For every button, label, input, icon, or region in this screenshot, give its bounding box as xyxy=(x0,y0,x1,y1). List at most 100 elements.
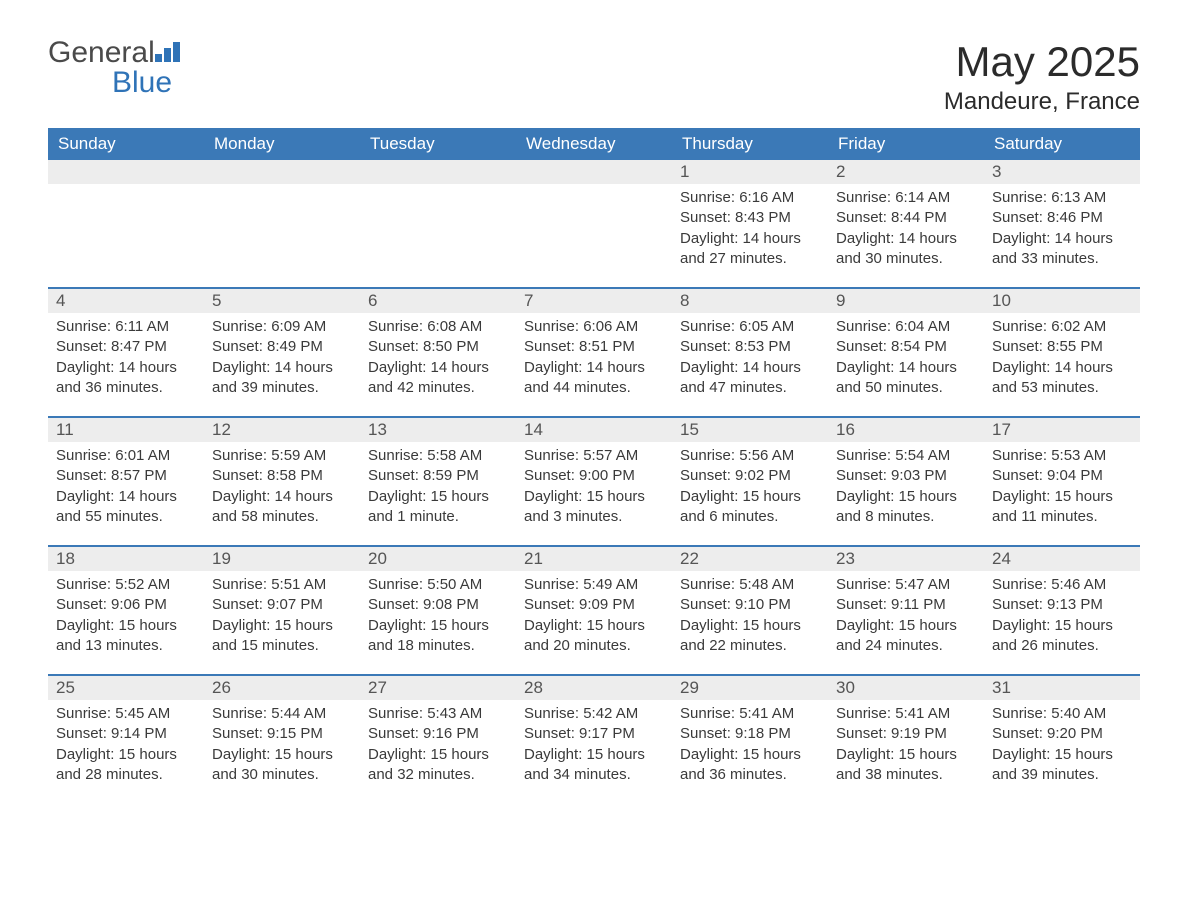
calendar-day: 9Sunrise: 6:04 AMSunset: 8:54 PMDaylight… xyxy=(828,288,984,417)
sunrise-line: Sunrise: 5:58 AM xyxy=(368,446,508,466)
sunset-line: Sunset: 9:15 PM xyxy=(212,724,352,744)
sunrise-line: Sunrise: 5:40 AM xyxy=(992,704,1132,724)
calendar-row: 1Sunrise: 6:16 AMSunset: 8:43 PMDaylight… xyxy=(48,160,1140,288)
brand-bars-icon xyxy=(155,36,189,69)
calendar-row: 4Sunrise: 6:11 AMSunset: 8:47 PMDaylight… xyxy=(48,288,1140,417)
weekday-header: Friday xyxy=(828,128,984,160)
daylight-line: Daylight: 15 hours and 32 minutes. xyxy=(368,745,508,786)
calendar-day: 31 Sunrise: 5:40 AMSunset: 9:20 PMDayligh… xyxy=(984,675,1140,803)
day-number: 19 xyxy=(204,547,360,571)
day-number xyxy=(516,160,672,184)
day-details: Sunrise: 5:58 AMSunset: 8:59 PMDaylight:… xyxy=(360,442,516,545)
day-number: 10 xyxy=(984,289,1140,313)
calendar-day: 8Sunrise: 6:05 AMSunset: 8:53 PMDaylight… xyxy=(672,288,828,417)
brand-part1: General xyxy=(48,36,155,69)
daylight-line: Daylight: 15 hours and 38 minutes. xyxy=(836,745,976,786)
calendar-day: 1Sunrise: 6:16 AMSunset: 8:43 PMDaylight… xyxy=(672,160,828,288)
title-block: May 2025 Mandeure, France xyxy=(944,38,1140,116)
day-details: Sunrise: 5:52 AMSunset: 9:06 PMDaylight:… xyxy=(48,571,204,674)
day-number: 21 xyxy=(516,547,672,571)
sunrise-line: Sunrise: 5:42 AM xyxy=(524,704,664,724)
sunrise-line: Sunrise: 5:43 AM xyxy=(368,704,508,724)
sunset-line: Sunset: 9:16 PM xyxy=(368,724,508,744)
sunset-line: Sunset: 9:08 PM xyxy=(368,595,508,615)
sunset-line: Sunset: 8:53 PM xyxy=(680,337,820,357)
day-number: 7 xyxy=(516,289,672,313)
day-number: 9 xyxy=(828,289,984,313)
sunrise-line: Sunrise: 6:11 AM xyxy=(56,317,196,337)
calendar-day: 3Sunrise: 6:13 AMSunset: 8:46 PMDaylight… xyxy=(984,160,1140,288)
day-details: Sunrise: 5:48 AMSunset: 9:10 PMDaylight:… xyxy=(672,571,828,674)
day-details: Sunrise: 5:45 AMSunset: 9:14 PMDaylight:… xyxy=(48,700,204,803)
day-number: 4 xyxy=(48,289,204,313)
calendar-day-empty xyxy=(516,160,672,288)
sunset-line: Sunset: 9:00 PM xyxy=(524,466,664,486)
calendar-table: SundayMondayTuesdayWednesdayThursdayFrid… xyxy=(48,128,1140,803)
daylight-line: Daylight: 15 hours and 34 minutes. xyxy=(524,745,664,786)
calendar-day: 13Sunrise: 5:58 AMSunset: 8:59 PMDayligh… xyxy=(360,417,516,546)
daylight-line: Daylight: 15 hours and 39 minutes. xyxy=(992,745,1132,786)
day-details: Sunrise: 6:16 AMSunset: 8:43 PMDaylight:… xyxy=(672,184,828,287)
day-details: Sunrise: 5:49 AMSunset: 9:09 PMDaylight:… xyxy=(516,571,672,674)
sunset-line: Sunset: 9:07 PM xyxy=(212,595,352,615)
sunrise-line: Sunrise: 6:01 AM xyxy=(56,446,196,466)
calendar-day-empty xyxy=(204,160,360,288)
day-number: 29 xyxy=(672,676,828,700)
daylight-line: Daylight: 15 hours and 36 minutes. xyxy=(680,745,820,786)
weekday-header: Monday xyxy=(204,128,360,160)
brand-logo: General Blue xyxy=(48,38,189,98)
brand-name: General Blue xyxy=(48,38,189,98)
day-details: Sunrise: 5:41 AMSunset: 9:19 PMDaylight:… xyxy=(828,700,984,803)
daylight-line: Daylight: 14 hours and 58 minutes. xyxy=(212,487,352,528)
calendar-day-empty xyxy=(48,160,204,288)
sunrise-line: Sunrise: 5:56 AM xyxy=(680,446,820,466)
day-number: 1 xyxy=(672,160,828,184)
day-details: Sunrise: 5:54 AMSunset: 9:03 PMDaylight:… xyxy=(828,442,984,545)
sunset-line: Sunset: 9:13 PM xyxy=(992,595,1132,615)
calendar-row: 18Sunrise: 5:52 AMSunset: 9:06 PMDayligh… xyxy=(48,546,1140,675)
calendar-day: 24Sunrise: 5:46 AMSunset: 9:13 PMDayligh… xyxy=(984,546,1140,675)
sunset-line: Sunset: 9:06 PM xyxy=(56,595,196,615)
day-details: Sunrise: 5:53 AMSunset: 9:04 PMDaylight:… xyxy=(984,442,1140,545)
day-number: 31 xyxy=(984,676,1140,700)
calendar-day: 15Sunrise: 5:56 AMSunset: 9:02 PMDayligh… xyxy=(672,417,828,546)
day-number: 13 xyxy=(360,418,516,442)
daylight-line: Daylight: 14 hours and 39 minutes. xyxy=(212,358,352,399)
sunset-line: Sunset: 9:18 PM xyxy=(680,724,820,744)
calendar-day: 14Sunrise: 5:57 AMSunset: 9:00 PMDayligh… xyxy=(516,417,672,546)
day-number: 28 xyxy=(516,676,672,700)
calendar-day: 26Sunrise: 5:44 AMSunset: 9:15 PMDayligh… xyxy=(204,675,360,803)
sunset-line: Sunset: 8:47 PM xyxy=(56,337,196,357)
daylight-line: Daylight: 15 hours and 22 minutes. xyxy=(680,616,820,657)
day-number: 30 xyxy=(828,676,984,700)
daylight-line: Daylight: 15 hours and 20 minutes. xyxy=(524,616,664,657)
sunset-line: Sunset: 8:54 PM xyxy=(836,337,976,357)
sunrise-line: Sunrise: 6:09 AM xyxy=(212,317,352,337)
sunset-line: Sunset: 8:44 PM xyxy=(836,208,976,228)
day-number: 23 xyxy=(828,547,984,571)
daylight-line: Daylight: 15 hours and 3 minutes. xyxy=(524,487,664,528)
sunrise-line: Sunrise: 5:48 AM xyxy=(680,575,820,595)
day-number xyxy=(204,160,360,184)
day-details: Sunrise: 6:08 AMSunset: 8:50 PMDaylight:… xyxy=(360,313,516,416)
day-number: 2 xyxy=(828,160,984,184)
daylight-line: Daylight: 15 hours and 1 minute. xyxy=(368,487,508,528)
day-number xyxy=(48,160,204,184)
calendar-day: 17Sunrise: 5:53 AMSunset: 9:04 PMDayligh… xyxy=(984,417,1140,546)
day-details: Sunrise: 5:56 AMSunset: 9:02 PMDaylight:… xyxy=(672,442,828,545)
sunset-line: Sunset: 9:11 PM xyxy=(836,595,976,615)
sunrise-line: Sunrise: 6:06 AM xyxy=(524,317,664,337)
calendar-day: 25Sunrise: 5:45 AMSunset: 9:14 PMDayligh… xyxy=(48,675,204,803)
weekday-header: Saturday xyxy=(984,128,1140,160)
day-number: 15 xyxy=(672,418,828,442)
daylight-line: Daylight: 14 hours and 36 minutes. xyxy=(56,358,196,399)
calendar-day: 6Sunrise: 6:08 AMSunset: 8:50 PMDaylight… xyxy=(360,288,516,417)
sunrise-line: Sunrise: 5:59 AM xyxy=(212,446,352,466)
sunset-line: Sunset: 9:09 PM xyxy=(524,595,664,615)
sunset-line: Sunset: 8:57 PM xyxy=(56,466,196,486)
sunset-line: Sunset: 8:50 PM xyxy=(368,337,508,357)
daylight-line: Daylight: 15 hours and 13 minutes. xyxy=(56,616,196,657)
day-details: Sunrise: 5:43 AMSunset: 9:16 PMDaylight:… xyxy=(360,700,516,803)
day-details: Sunrise: 6:02 AMSunset: 8:55 PMDaylight:… xyxy=(984,313,1140,416)
sunset-line: Sunset: 9:20 PM xyxy=(992,724,1132,744)
